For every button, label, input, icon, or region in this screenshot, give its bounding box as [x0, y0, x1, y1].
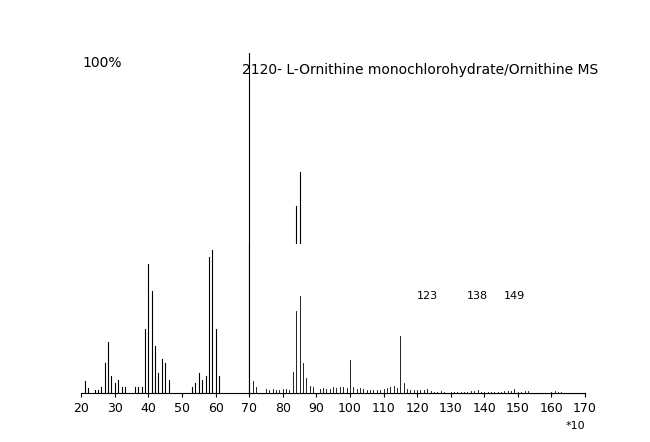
Text: 149: 149	[504, 290, 525, 301]
Text: 2120- L-Ornithine monochlorohydrate/Ornithine MS: 2120- L-Ornithine monochlorohydrate/Orni…	[242, 63, 599, 77]
Text: 138: 138	[467, 290, 488, 301]
Text: 123: 123	[417, 290, 437, 301]
Text: *10: *10	[566, 421, 585, 431]
Text: 100%: 100%	[83, 57, 122, 70]
